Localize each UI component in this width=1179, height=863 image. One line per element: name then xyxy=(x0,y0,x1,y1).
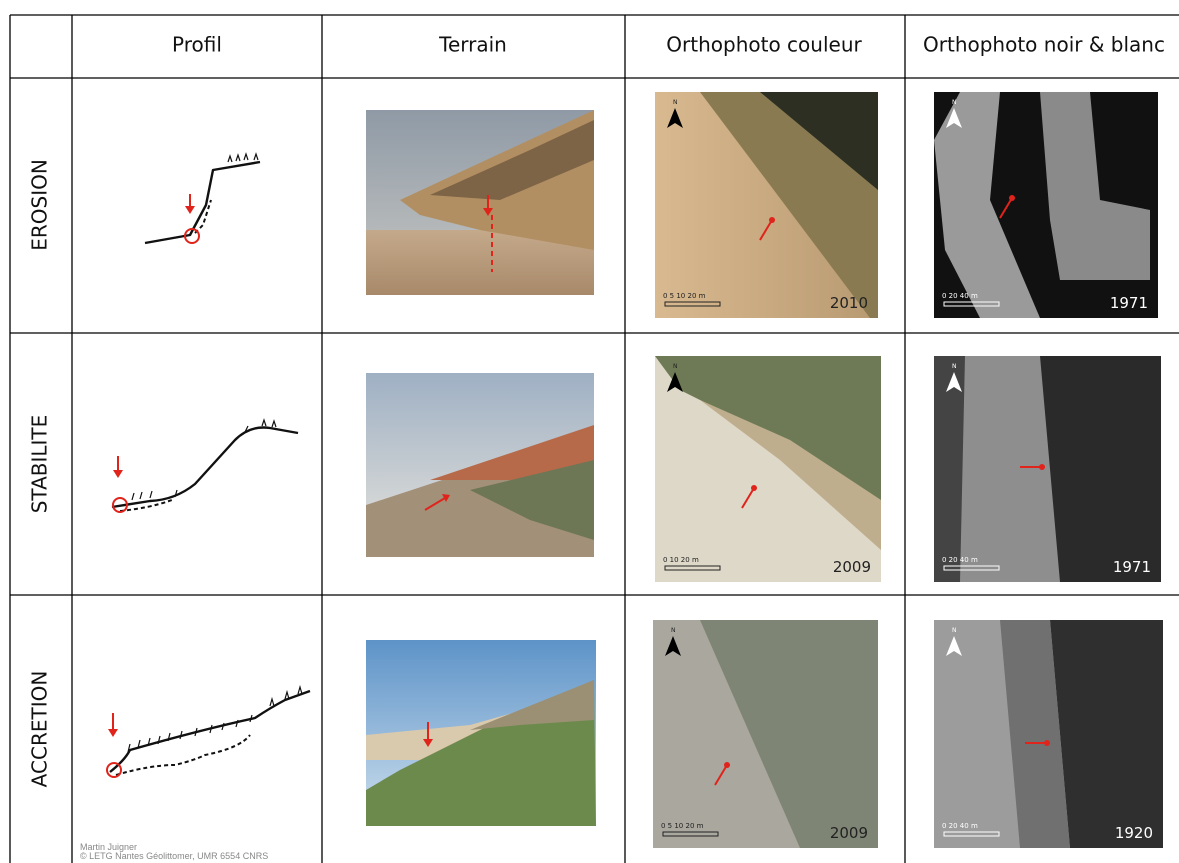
scale-label: 0 5 10 20 m xyxy=(663,292,706,300)
scale-bar xyxy=(664,565,721,571)
red-arrow-head xyxy=(769,217,775,223)
row-label: ACCRETION xyxy=(28,671,52,788)
credit-author: Martin Juigner xyxy=(80,842,137,852)
row-label: STABILITE xyxy=(28,415,52,514)
year-label: 1971 xyxy=(1110,294,1148,312)
year-label: 2009 xyxy=(830,824,868,842)
red-arrow-head xyxy=(751,485,757,491)
red-arrow xyxy=(714,764,728,786)
north-arrow xyxy=(667,372,683,392)
ortho-bw xyxy=(934,92,1158,318)
north-label: N xyxy=(952,627,957,634)
red-arrow-head xyxy=(1009,195,1015,201)
ortho-bw xyxy=(934,620,1163,848)
red-arrow xyxy=(741,487,755,509)
red-arrow xyxy=(999,197,1013,219)
scale-label: 0 20 40 m xyxy=(942,822,978,830)
row-label: EROSION xyxy=(28,159,52,251)
terrain-photo xyxy=(366,373,594,557)
north-label: N xyxy=(673,363,678,370)
year-label: 1971 xyxy=(1113,558,1151,576)
scale-label: 0 10 20 m xyxy=(663,556,699,564)
scale-label: 0 5 10 20 m xyxy=(661,822,704,830)
credit-affiliation: © LETG Nantes Géolittomer, UMR 6554 CNRS xyxy=(80,851,268,861)
scale-bar xyxy=(662,831,719,837)
north-label: N xyxy=(952,363,957,370)
north-arrow xyxy=(946,372,962,392)
year-label: 2009 xyxy=(833,558,871,576)
ortho-colour xyxy=(655,92,878,318)
scale-bar xyxy=(664,301,721,307)
scale-bar xyxy=(943,831,1000,837)
ortho-colour xyxy=(653,620,878,848)
terrain-photo xyxy=(366,110,594,295)
profile-accretion xyxy=(106,684,311,778)
ortho-colour xyxy=(655,356,881,582)
red-arrow-head xyxy=(1044,740,1050,746)
north-arrow xyxy=(946,636,962,656)
table-grid xyxy=(9,14,1179,863)
north-arrow xyxy=(667,108,683,128)
ortho-bw xyxy=(934,356,1161,582)
column-header: Profil xyxy=(172,33,222,57)
north-label: N xyxy=(952,99,957,106)
column-header: Terrain xyxy=(438,33,507,57)
scale-bar xyxy=(943,301,1000,307)
profile-stabilite xyxy=(111,418,299,513)
red-arrow-head xyxy=(724,762,730,768)
year-label: 1920 xyxy=(1115,824,1153,842)
year-label: 2010 xyxy=(830,294,868,312)
scale-bar xyxy=(943,565,1000,571)
north-arrow xyxy=(665,636,681,656)
profile-erosion xyxy=(144,152,261,245)
scale-label: 0 20 40 m xyxy=(942,556,978,564)
red-arrow xyxy=(759,219,773,241)
column-header: Orthophoto noir & blanc xyxy=(923,33,1165,57)
red-arrow-head xyxy=(1039,464,1045,470)
north-arrow xyxy=(946,108,962,128)
terrain-photo xyxy=(366,640,596,826)
north-label: N xyxy=(673,99,678,106)
column-header: Orthophoto couleur xyxy=(666,33,862,57)
scale-label: 0 20 40 m xyxy=(942,292,978,300)
north-label: N xyxy=(671,627,676,634)
